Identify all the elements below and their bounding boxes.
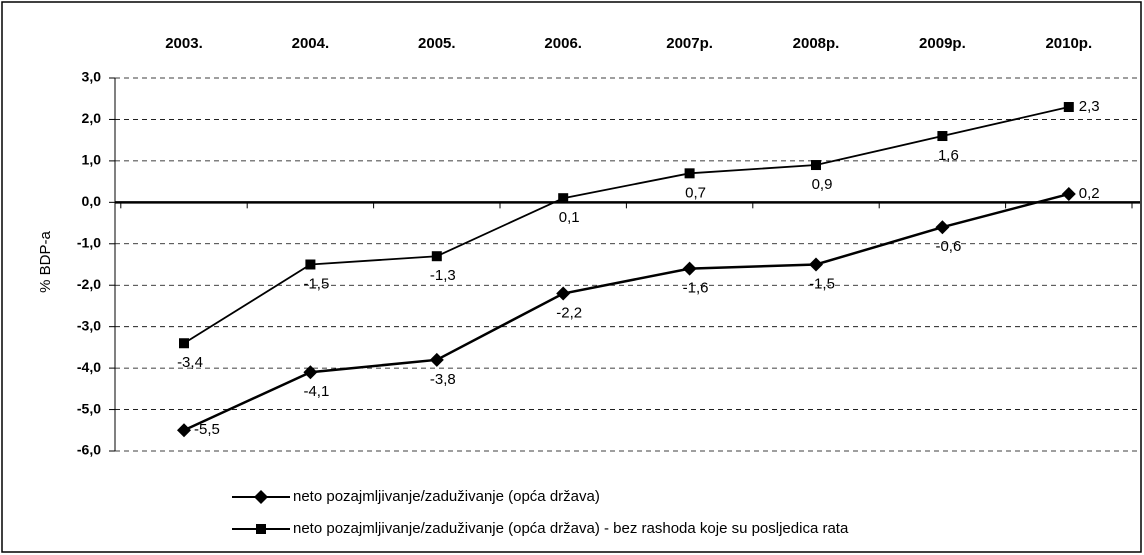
y-tick-label: -4,0	[77, 359, 101, 375]
data-label: 2,3	[1079, 98, 1100, 115]
data-label: 1,6	[938, 147, 959, 164]
data-label: -3,4	[177, 354, 203, 371]
x-tick-label: 2003.	[165, 35, 203, 52]
x-tick-label: 2005.	[418, 35, 456, 52]
data-label: 0,1	[559, 209, 580, 226]
marker	[809, 257, 823, 272]
y-tick-label: -1,0	[77, 234, 101, 250]
marker	[1063, 102, 1074, 113]
marker	[177, 423, 191, 438]
marker	[431, 251, 442, 262]
marker	[303, 365, 318, 380]
legend-label: neto pozajmljivanje/zaduživanje (opća dr…	[293, 488, 600, 505]
data-label: -0,6	[935, 238, 961, 255]
marker	[556, 286, 571, 301]
x-tick-label: 2010p.	[1045, 35, 1092, 52]
series-line	[183, 106, 1070, 345]
marker	[1061, 187, 1076, 202]
marker	[937, 131, 948, 142]
x-tick-label: 2004.	[292, 35, 330, 52]
x-tick-label: 2006.	[544, 35, 582, 52]
data-label: -1,6	[683, 280, 709, 297]
x-tick-label: 2009p.	[919, 35, 966, 52]
data-label: -2,2	[556, 304, 582, 321]
data-label: 0,9	[812, 176, 833, 193]
data-label: 0,2	[1079, 185, 1100, 202]
y-axis-label: % BDP-a	[37, 231, 54, 293]
marker	[684, 168, 695, 179]
marker	[305, 259, 316, 270]
data-label: 0,7	[685, 184, 706, 201]
legend-label: neto pozajmljivanje/zaduživanje (opća dr…	[293, 520, 849, 537]
data-label: -5,5	[194, 421, 220, 438]
marker	[682, 261, 697, 276]
x-tick-label: 2007p.	[666, 35, 713, 52]
y-tick-label: -6,0	[77, 442, 101, 458]
y-tick-label: -5,0	[77, 400, 101, 416]
data-label: -1,5	[303, 275, 329, 292]
y-tick-label: 0,0	[82, 193, 102, 209]
marker	[811, 160, 821, 171]
y-tick-label: -3,0	[77, 317, 101, 333]
series-line	[183, 192, 1070, 432]
marker	[558, 193, 569, 204]
y-tick-label: 3,0	[82, 69, 102, 85]
marker	[256, 524, 266, 534]
y-tick-label: 2,0	[82, 110, 102, 126]
marker	[254, 490, 268, 504]
data-label: -1,5	[809, 275, 835, 292]
data-label: -4,1	[303, 383, 329, 400]
x-tick-label: 2008p.	[793, 35, 840, 52]
marker	[935, 220, 950, 235]
marker	[179, 338, 189, 349]
y-tick-label: -2,0	[77, 276, 101, 292]
data-label: -3,8	[430, 371, 456, 388]
y-tick-label: 1,0	[82, 152, 102, 168]
data-label: -1,3	[430, 267, 456, 284]
marker	[429, 352, 444, 367]
